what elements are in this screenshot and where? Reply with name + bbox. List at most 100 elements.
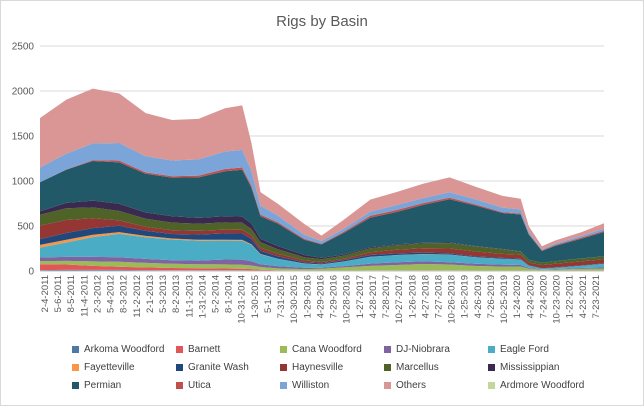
legend-swatch bbox=[384, 363, 391, 371]
x-tick-label: 11-4-2011 bbox=[79, 275, 90, 317]
x-tick-label: 8-5-2011 bbox=[66, 275, 77, 312]
x-tick-label: 10-25-2019 bbox=[499, 275, 510, 324]
x-tick-label: 7-24-2020 bbox=[538, 275, 549, 318]
legend-swatch bbox=[280, 381, 287, 389]
legend-item: Granite Wash bbox=[176, 358, 280, 376]
x-tick-label: 1-29-2016 bbox=[302, 275, 313, 318]
legend-label: Barnett bbox=[188, 343, 221, 355]
legend-label: Haynesville bbox=[292, 361, 344, 373]
y-tick-label: 0 bbox=[28, 267, 34, 278]
x-tick-label: 2-1-2013 bbox=[145, 275, 156, 313]
y-tick-label: 500 bbox=[17, 222, 34, 233]
area-series-barnett bbox=[40, 264, 604, 271]
legend-label: Marcellus bbox=[396, 361, 439, 373]
area-series-mississippian bbox=[40, 200, 604, 263]
x-tick-label: 10-28-2016 bbox=[342, 275, 353, 324]
area-series-eagle-ford bbox=[40, 233, 604, 270]
x-tick-label: 5-1-2015 bbox=[263, 275, 274, 313]
x-tick-label: 2-4-2011 bbox=[40, 275, 51, 312]
legend-label: Eagle Ford bbox=[500, 343, 549, 355]
legend-row: Arkoma Woodford Barnett Cana Woodford DJ-Ni… bbox=[72, 340, 592, 358]
legend-label: Arkoma Woodford bbox=[84, 343, 165, 355]
x-tick-label: 10-30-2015 bbox=[289, 275, 300, 324]
legend-label: Utica bbox=[188, 379, 211, 391]
legend-label: Permian bbox=[84, 379, 122, 391]
x-tick-label: 7-31-2015 bbox=[276, 275, 287, 318]
y-tick-label: 1500 bbox=[12, 132, 35, 143]
x-tick-label: 8-2-2013 bbox=[171, 275, 182, 313]
legend-item: Fayetteville bbox=[72, 358, 176, 376]
legend-swatch bbox=[176, 363, 183, 371]
legend-label: Mississippian bbox=[500, 361, 560, 373]
legend-item: Eagle Ford bbox=[488, 340, 592, 358]
legend-swatch bbox=[488, 363, 495, 371]
legend-swatch bbox=[72, 381, 79, 389]
area-series-fayetteville bbox=[40, 232, 604, 269]
x-tick-label: 11-2-2012 bbox=[132, 275, 143, 318]
x-tick-label: 5-6-2011 bbox=[53, 275, 64, 312]
legend-label: Granite Wash bbox=[188, 361, 249, 373]
chart-title: Rigs by Basin bbox=[276, 13, 368, 30]
x-tick-label: 7-27-2018 bbox=[434, 275, 445, 318]
area-series-haynesville bbox=[40, 218, 604, 269]
legend-label: Fayetteville bbox=[84, 361, 135, 373]
x-tick-label: 7-28-2017 bbox=[381, 275, 392, 318]
x-tick-label: 7-26-2019 bbox=[486, 275, 497, 318]
legend-item: Williston bbox=[280, 376, 384, 394]
legend-row: Fayetteville Granite Wash Haynesville Marce… bbox=[72, 358, 592, 376]
legend-item: Permian bbox=[72, 376, 176, 394]
legend-label: Williston bbox=[292, 379, 330, 391]
legend-swatch bbox=[72, 363, 79, 371]
area-series-granite-wash bbox=[40, 225, 604, 269]
legend-swatch bbox=[488, 381, 495, 389]
x-tick-label: 4-24-2020 bbox=[525, 275, 536, 318]
x-tick-label: 5-3-2013 bbox=[158, 275, 169, 313]
legend-label: Ardmore Woodford bbox=[500, 379, 585, 391]
legend-swatch bbox=[488, 345, 495, 353]
area-series-others bbox=[40, 88, 604, 250]
x-tick-label: 5-4-2012 bbox=[106, 275, 117, 313]
x-tick-label: 4-26-2019 bbox=[473, 275, 484, 318]
x-tick-label: 10-31-2014 bbox=[237, 275, 248, 324]
legend-label: Cana Woodford bbox=[292, 343, 362, 355]
y-tick-label: 2500 bbox=[12, 42, 35, 53]
x-tick-label: 1-22-2021 bbox=[565, 275, 576, 318]
x-tick-label: 1-25-2019 bbox=[460, 275, 471, 318]
x-tick-label: 4-23-2021 bbox=[578, 275, 589, 318]
y-tick-label: 2000 bbox=[12, 87, 35, 98]
area-series-dj-niobrara bbox=[40, 256, 604, 270]
x-tick-label: 4-27-2018 bbox=[420, 275, 431, 318]
x-tick-label: 1-24-2020 bbox=[512, 275, 523, 318]
legend-label: DJ-Niobrara bbox=[396, 343, 450, 355]
legend-item: DJ-Niobrara bbox=[384, 340, 488, 358]
legend-item: Haynesville bbox=[280, 358, 384, 376]
x-tick-label: 7-23-2021 bbox=[591, 275, 602, 318]
x-tick-label: 2-3-2012 bbox=[93, 275, 104, 313]
legend-swatch bbox=[176, 345, 183, 353]
legend-item: Ardmore Woodford bbox=[488, 376, 592, 394]
y-tick-label: 1000 bbox=[12, 177, 35, 188]
area-series-cana-woodford bbox=[40, 260, 604, 271]
x-tick-label: 5-2-2014 bbox=[211, 275, 222, 313]
area-series-marcellus bbox=[40, 207, 604, 266]
legend: Arkoma Woodford Barnett Cana Woodford DJ-Ni… bbox=[72, 340, 592, 394]
legend-item: Barnett bbox=[176, 340, 280, 358]
legend-label: Others bbox=[396, 379, 427, 391]
legend-swatch bbox=[384, 345, 391, 353]
x-tick-label: 10-27-2017 bbox=[394, 275, 405, 324]
x-tick-label: 11-1-2013 bbox=[184, 275, 195, 318]
x-tick-label: 4-28-2017 bbox=[368, 275, 379, 318]
x-tick-label: 1-30-2015 bbox=[250, 275, 261, 318]
legend-row: Permian Utica Williston Others Ardmore Woodf… bbox=[72, 376, 592, 394]
x-tick-label: 4-29-2016 bbox=[315, 275, 326, 318]
legend-swatch bbox=[280, 363, 287, 371]
legend-item: Marcellus bbox=[384, 358, 488, 376]
area-series-permian bbox=[40, 161, 604, 263]
x-tick-label: 1-27-2017 bbox=[355, 275, 366, 318]
x-tick-label: 8-1-2014 bbox=[224, 275, 235, 313]
legend-item: Cana Woodford bbox=[280, 340, 384, 358]
legend-swatch bbox=[280, 345, 287, 353]
x-tick-label: 10-26-2018 bbox=[447, 275, 458, 324]
legend-swatch bbox=[384, 381, 391, 389]
